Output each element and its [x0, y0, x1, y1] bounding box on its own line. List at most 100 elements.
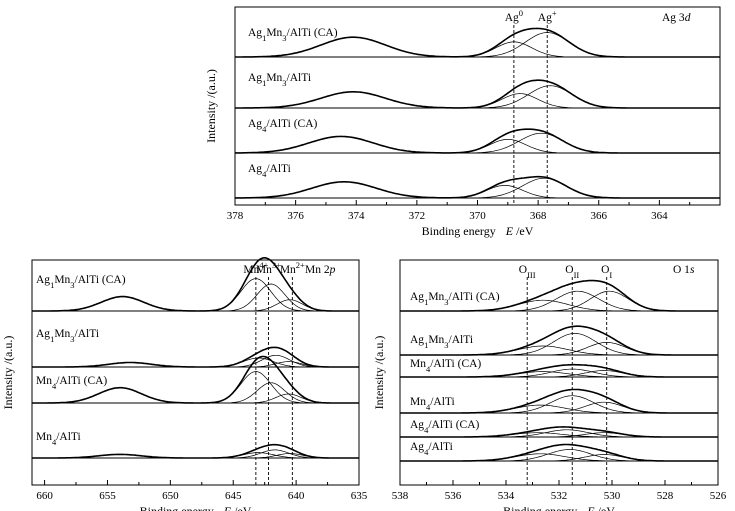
- spectrum-4: [400, 426, 718, 438]
- sample-label-part: Mn: [266, 72, 282, 84]
- sample-label: Ag1Mn3/AlTi (CA): [36, 274, 126, 290]
- spectrum-2: [235, 128, 720, 154]
- x-tick-label: 635: [351, 490, 368, 502]
- component-peak: [235, 36, 720, 58]
- y-axis-label: Intensity /(a.u.): [1, 336, 15, 410]
- reference-label: OII: [565, 264, 579, 280]
- sample-label-part: Ag: [410, 419, 424, 431]
- x-tick-label: 378: [227, 210, 244, 222]
- sample-label-part: 4: [52, 381, 57, 391]
- component-peak: [235, 91, 720, 109]
- sample-label-part: /AlTi (CA): [430, 358, 481, 370]
- sample-label-part: Mn: [266, 27, 282, 39]
- reference-label-part: Mn: [280, 264, 296, 276]
- x-tick-label: 526: [710, 490, 727, 502]
- reference-label-part: 4+: [259, 260, 268, 270]
- sample-label: Ag1Mn3/AlTi: [36, 328, 99, 344]
- x-tick-label: 368: [530, 210, 547, 222]
- x-tick-label: 532: [551, 490, 568, 502]
- reference-label-part: Mn: [243, 264, 259, 276]
- x-axis-label-symbol: E: [505, 224, 514, 238]
- sample-label: Ag4/AlTi (CA): [248, 118, 318, 134]
- sample-label-part: Ag: [248, 163, 262, 175]
- sample-label-part: Ag: [410, 291, 424, 303]
- sample-label-part: Ag: [248, 118, 262, 130]
- sample-label-part: /AlTi (CA): [56, 375, 107, 387]
- x-axis-label-symbol: E: [223, 504, 232, 511]
- x-tick-label: 374: [348, 210, 365, 222]
- component-peak: [235, 177, 720, 199]
- component-peak: [235, 185, 720, 199]
- reference-label: Mn3+: [256, 260, 281, 276]
- sample-label-part: Mn: [54, 328, 70, 340]
- reference-label-part: I: [609, 270, 612, 280]
- sample-label-part: Ag: [410, 334, 424, 346]
- component-peak: [235, 93, 720, 109]
- sample-label-part: Ag: [410, 441, 424, 453]
- sample-label: Ag1Mn3/AlTi: [410, 334, 473, 350]
- spectrum-envelope: [400, 363, 718, 378]
- x-tick-label: 645: [225, 490, 242, 502]
- sample-label-part: /AlTi: [266, 163, 291, 175]
- sample-label: Mn4/AlTi: [36, 431, 81, 447]
- reference-label-part: O: [601, 264, 609, 276]
- sample-label-part: 3: [70, 334, 74, 344]
- x-tick-label: 528: [657, 490, 674, 502]
- spectrum-envelope: [400, 443, 718, 462]
- spectrum-envelope: [235, 175, 720, 199]
- reference-label-part: 2+: [296, 260, 305, 270]
- x-tick-label: 536: [445, 490, 462, 502]
- sample-label-part: /AlTi (CA): [266, 118, 317, 130]
- x-axis-label-prefix: Binding energy: [503, 504, 577, 511]
- x-axis-label: Binding energy E /eV: [422, 224, 534, 238]
- sample-label-part: Mn: [428, 291, 444, 303]
- x-tick-label: 376: [287, 210, 304, 222]
- reference-label-part: O: [565, 264, 573, 276]
- x-tick-label: 655: [99, 490, 116, 502]
- panel-mn2p: 660 655 650 645 640 635 Binding energy E /eV Int…: [1, 257, 368, 511]
- component-peak: [235, 138, 720, 154]
- component-peak: [235, 136, 720, 154]
- panel-title-text: O 1: [673, 264, 690, 276]
- sample-label-part: 3: [70, 280, 74, 290]
- spectrum-envelope: [400, 325, 718, 356]
- reference-label-part: III: [527, 270, 536, 280]
- sample-label: Ag1Mn3/AlTi: [248, 72, 311, 88]
- sample-label-part: /AlTi: [287, 72, 312, 84]
- reference-label-part: Ag: [505, 12, 519, 24]
- component-peak: [400, 371, 718, 378]
- x-tick-label: 640: [288, 490, 305, 502]
- y-axis-label: Intensity /(a.u.): [372, 336, 386, 410]
- panel-title-text: Ag 3: [662, 12, 685, 24]
- sample-label-part: Ag: [248, 27, 262, 39]
- reference-label-part: II: [574, 270, 580, 280]
- sample-label-part: 4: [424, 447, 429, 457]
- reference-label-part: O: [519, 264, 527, 276]
- sample-label-part: /AlTi: [449, 334, 474, 346]
- reference-label: OIII: [519, 264, 536, 280]
- x-tick-label: 660: [36, 490, 53, 502]
- sample-label: Mn4/AlTi: [410, 396, 455, 412]
- sample-label-part: /AlTi (CA): [428, 419, 479, 431]
- spectrum-1: [32, 346, 359, 368]
- sample-label-part: Mn: [410, 396, 426, 408]
- x-tick-label: 370: [469, 210, 486, 222]
- panel-title-italic: p: [329, 264, 336, 276]
- sample-label: Mn4/AlTi (CA): [410, 358, 481, 374]
- sample-label-part: /AlTi: [428, 441, 453, 453]
- sample-label-part: Mn: [54, 274, 70, 286]
- spectrum-3: [32, 443, 359, 459]
- sample-label-part: 1: [424, 340, 428, 350]
- sample-label-part: Mn: [36, 375, 52, 387]
- spectrum-envelope: [235, 27, 720, 58]
- sample-label-part: 4: [426, 364, 431, 374]
- sample-label: Ag4/AlTi: [248, 163, 291, 179]
- sample-label-part: 3: [444, 340, 448, 350]
- sample-label-part: Ag: [248, 72, 262, 84]
- component-peak: [32, 393, 359, 404]
- sample-label-part: /AlTi (CA): [449, 291, 500, 303]
- spectrum-envelope: [32, 443, 359, 459]
- spectrum-2: [400, 363, 718, 378]
- sample-label-part: /AlTi (CA): [75, 274, 126, 286]
